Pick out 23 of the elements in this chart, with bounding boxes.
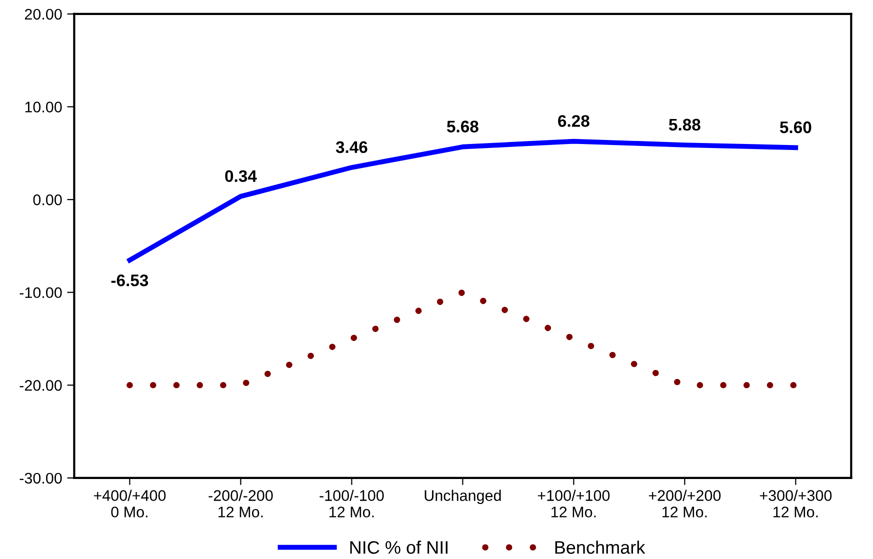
y-tick-label: 20.00	[24, 8, 62, 20]
data-label: 6.28	[558, 115, 590, 127]
x-tick-label: -100/-100 12 Mo.	[320, 490, 384, 518]
x-tick-label: +200/+200 12 Mo.	[648, 490, 721, 518]
x-tick-label: -200/-200 12 Mo.	[208, 490, 273, 518]
x-tick-label: +400/+400 0 Mo.	[94, 490, 166, 518]
data-label: 5.60	[780, 121, 812, 134]
x-tick-label: +300/+300 12 Mo.	[760, 490, 832, 518]
data-label: 5.88	[668, 118, 700, 131]
legend-label: NIC % of NII	[350, 540, 448, 554]
data-label: 3.46	[336, 141, 368, 154]
x-tick-label: +100/+100 12 Mo.	[538, 490, 610, 518]
data-label: -6.53	[111, 274, 148, 286]
y-tick-label: 10.00	[25, 102, 62, 112]
y-tick-label: 0.00	[33, 194, 62, 206]
legend-label: Benchmark	[555, 540, 646, 554]
data-label: 0.34	[225, 170, 257, 182]
line-series	[127, 138, 798, 263]
x-tick-label: Unchanged	[424, 490, 501, 504]
data-label: 5.68	[446, 120, 478, 132]
y-tick-label: -10.00	[20, 287, 62, 298]
y-tick-label: -20.00	[20, 380, 62, 391]
y-tick-label: -30.00	[20, 472, 62, 484]
